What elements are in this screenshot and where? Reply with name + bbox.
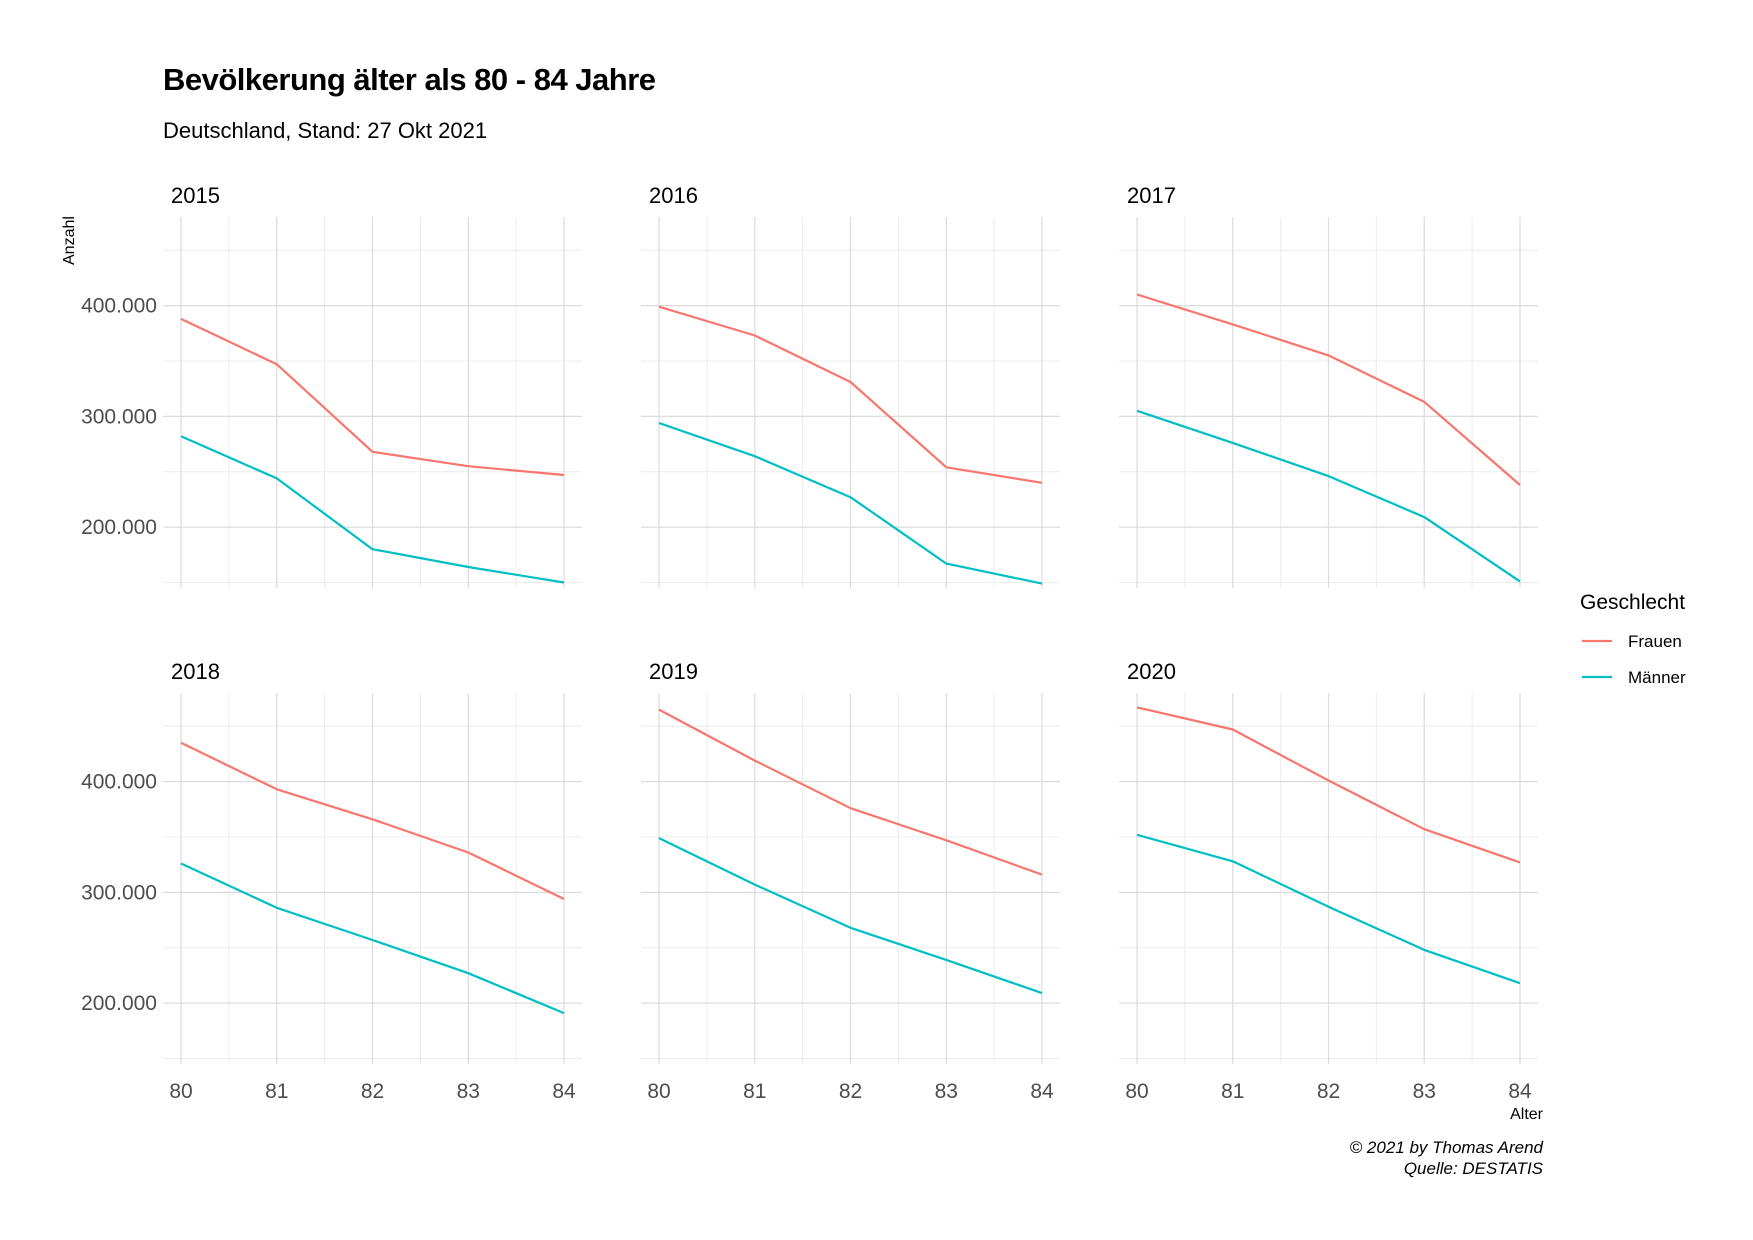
caption-line-2: Quelle: DESTATIS — [1404, 1159, 1544, 1178]
facet-label-2017: 2017 — [1127, 183, 1176, 208]
x-tick-label: 84 — [1030, 1080, 1054, 1103]
facet-panel-2016: 2016 — [641, 183, 1060, 588]
legend-label-maenner: Männer — [1628, 668, 1686, 687]
facet-label-2015: 2015 — [171, 183, 220, 208]
x-tick-label: 81 — [743, 1080, 766, 1103]
series-line-frauen-2019 — [658, 708, 1043, 876]
series-line-frauen-2017 — [1136, 293, 1521, 486]
chart-subtitle: Deutschland, Stand: 27 Okt 2021 — [163, 118, 487, 143]
y-tick-label: 400.000 — [81, 771, 157, 794]
x-tick-label: 84 — [1508, 1080, 1532, 1103]
facet-panel-2015: 2015 200.000 300.000 400.000 — [81, 183, 582, 588]
facet-label-2018: 2018 — [171, 659, 220, 684]
caption-line-1: © 2021 by Thomas Arend — [1350, 1138, 1544, 1157]
x-tick-label: 82 — [361, 1080, 384, 1103]
x-tick-label: 83 — [457, 1080, 480, 1103]
x-tick-label: 82 — [1317, 1080, 1340, 1103]
series-line-frauen-2016 — [658, 305, 1043, 484]
series-line-maenner-2015 — [180, 435, 565, 584]
legend-title: Geschlecht — [1580, 591, 1685, 614]
series-line-frauen-2020 — [1136, 706, 1521, 864]
y-tick-label: 200.000 — [81, 992, 157, 1015]
x-tick-label: 80 — [647, 1080, 670, 1103]
y-tick-label: 300.000 — [81, 405, 157, 428]
y-tick-label: 300.000 — [81, 881, 157, 904]
legend-label-frauen: Frauen — [1628, 632, 1682, 651]
facet-panel-2019: 2019 80 81 82 83 84 — [641, 659, 1060, 1103]
series-line-maenner-2016 — [658, 421, 1043, 585]
series-line-maenner-2019 — [658, 837, 1043, 995]
legend: Geschlecht Frauen Männer — [1580, 591, 1686, 687]
facet-label-2019: 2019 — [649, 659, 698, 684]
x-tick-label: 80 — [169, 1080, 192, 1103]
x-tick-label: 83 — [935, 1080, 958, 1103]
series-line-frauen-2015 — [180, 317, 565, 477]
y-tick-label: 200.000 — [81, 516, 157, 539]
x-tick-label: 84 — [552, 1080, 576, 1103]
x-tick-label: 81 — [1221, 1080, 1244, 1103]
series-line-maenner-2017 — [1136, 409, 1521, 583]
facet-panel-2020: 2020 80 81 82 83 84 — [1119, 659, 1538, 1103]
y-tick-label: 400.000 — [81, 295, 157, 318]
x-tick-label: 83 — [1413, 1080, 1436, 1103]
x-axis-label: Alter — [1510, 1106, 1544, 1123]
x-tick-label: 80 — [1125, 1080, 1148, 1103]
chart-title: Bevölkerung älter als 80 - 84 Jahre — [163, 62, 656, 97]
facet-panel-2018: 2018 200.000 300.000 400.000 80 81 82 83 84 — [81, 659, 582, 1103]
series-line-maenner-2020 — [1136, 833, 1521, 985]
facet-panels: 2015 200.000 300.000 400.000 2016 2017 2018 200… — [81, 183, 1538, 1103]
facet-label-2020: 2020 — [1127, 659, 1176, 684]
series-line-frauen-2018 — [180, 741, 565, 900]
x-tick-label: 82 — [839, 1080, 862, 1103]
facet-panel-2017: 2017 — [1119, 183, 1538, 588]
x-tick-label: 81 — [265, 1080, 288, 1103]
series-line-maenner-2018 — [180, 862, 565, 1015]
facet-label-2016: 2016 — [649, 183, 698, 208]
y-axis-label: Anzahl — [61, 216, 78, 265]
